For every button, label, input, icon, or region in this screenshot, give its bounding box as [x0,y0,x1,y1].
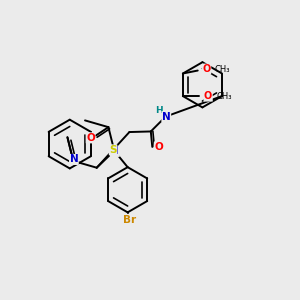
Text: CH₃: CH₃ [215,64,230,74]
Text: N: N [110,146,119,156]
Text: CH₃: CH₃ [216,92,232,100]
Text: O: O [86,133,95,143]
Text: H: H [155,106,163,115]
Text: O: O [204,91,212,101]
Text: S: S [109,145,117,155]
Text: O: O [202,64,211,74]
Text: O: O [154,142,163,152]
Text: N: N [70,154,78,164]
Text: Br: Br [124,215,136,225]
Text: N: N [162,112,171,122]
